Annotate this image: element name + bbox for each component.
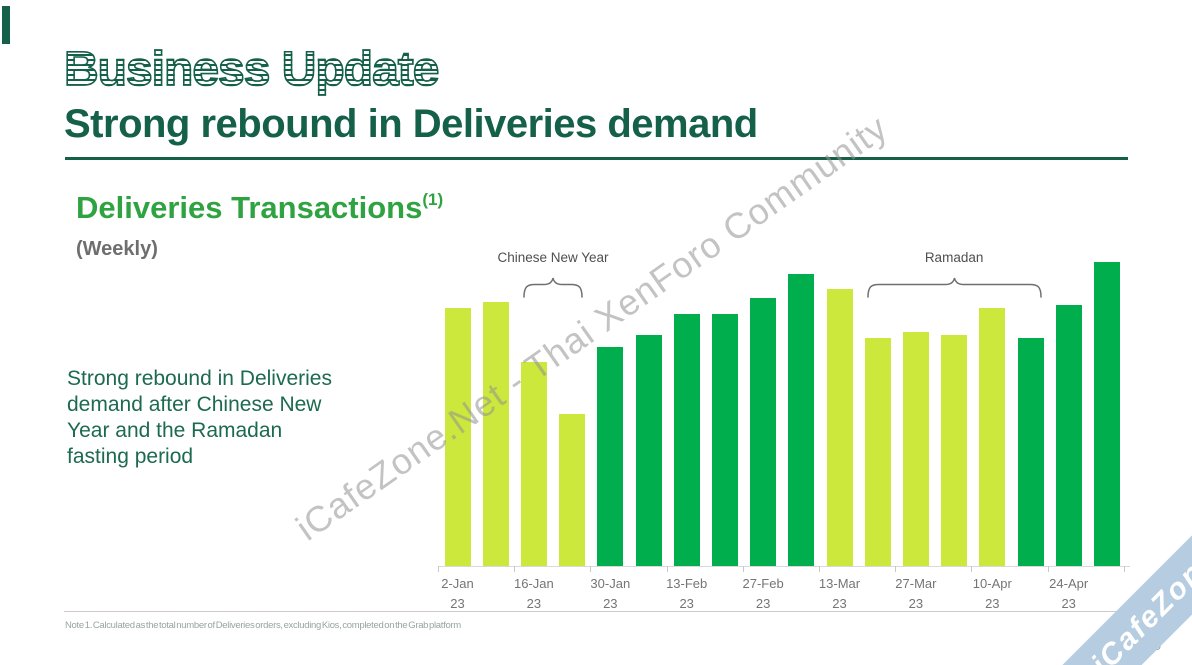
bar-6-Mar-23 bbox=[788, 274, 815, 566]
bar-20-Mar-23 bbox=[864, 338, 891, 566]
bar-6-Feb-23 bbox=[635, 335, 662, 566]
bar-20-Feb-23 bbox=[711, 314, 738, 566]
bar-27-Feb-23 bbox=[750, 298, 777, 566]
axis-tick bbox=[819, 566, 820, 572]
footnote-text: Note 1. Calculated as the total number o… bbox=[65, 620, 461, 631]
brace-icon-chinese-new-year bbox=[523, 277, 583, 298]
bar-3-Apr-23 bbox=[941, 335, 968, 566]
kicker-title: Business Update bbox=[63, 42, 440, 96]
body-text: Strong rebound in Deliveries demand afte… bbox=[67, 367, 332, 468]
axis-tick bbox=[1123, 566, 1125, 572]
title-divider bbox=[65, 157, 1128, 160]
annotation-label-ramadan: Ramadan bbox=[924, 250, 984, 265]
x-tick-label: 30-Jan 23 bbox=[590, 576, 631, 611]
bar-23-Jan-23 bbox=[559, 414, 586, 566]
axis-tick bbox=[895, 566, 897, 572]
bar-16-Jan-23 bbox=[520, 362, 547, 566]
bar-1-May-23 bbox=[1093, 262, 1120, 566]
bar-27-Mar-23 bbox=[902, 332, 929, 566]
x-tick-label: 27-Feb 23 bbox=[742, 576, 784, 611]
x-tick-label: 13-Mar 23 bbox=[818, 576, 861, 611]
x-tick-label: 2-Jan 23 bbox=[441, 576, 474, 611]
page-title: Strong rebound in Deliveries demand bbox=[64, 102, 758, 146]
axis-tick bbox=[590, 566, 592, 572]
x-tick-label: 13-Feb 23 bbox=[666, 576, 708, 611]
annotation-label-chinese-new-year: Chinese New Year bbox=[497, 250, 609, 265]
bar-30-Jan-23 bbox=[597, 347, 624, 566]
axis-tick bbox=[742, 566, 744, 572]
bar-13-Mar-23 bbox=[826, 289, 853, 566]
axis-tick bbox=[514, 566, 516, 572]
chart-title: Deliveries Transactions(1) bbox=[76, 190, 443, 226]
bar-17-Apr-23 bbox=[1017, 338, 1044, 566]
axis-tick bbox=[971, 566, 973, 572]
bar-10-Apr-23 bbox=[979, 308, 1006, 566]
bar-2-Jan-23 bbox=[444, 308, 471, 566]
axis-tick bbox=[438, 566, 439, 572]
x-tick-label: 16-Jan 23 bbox=[514, 576, 554, 611]
x-axis-line bbox=[438, 566, 1130, 567]
footnote-divider bbox=[64, 611, 1130, 612]
brace-icon-ramadan bbox=[866, 277, 1042, 298]
x-tick-label: 24-Apr 23 bbox=[1049, 576, 1089, 611]
bar-9-Jan-23 bbox=[482, 302, 509, 566]
chart-subtitle: (Weekly) bbox=[76, 238, 158, 260]
bar-24-Apr-23 bbox=[1055, 305, 1082, 566]
chart-title-text: Deliveries Transactions bbox=[76, 190, 423, 225]
left-accent-bar bbox=[2, 6, 10, 44]
x-tick-label: 27-Mar 23 bbox=[895, 576, 937, 611]
axis-tick bbox=[666, 566, 668, 572]
bar-13-Feb-23 bbox=[673, 314, 700, 566]
chart-title-superscript: (1) bbox=[422, 189, 444, 209]
x-tick-label: 10-Apr 23 bbox=[972, 576, 1012, 611]
axis-tick bbox=[1047, 566, 1049, 572]
